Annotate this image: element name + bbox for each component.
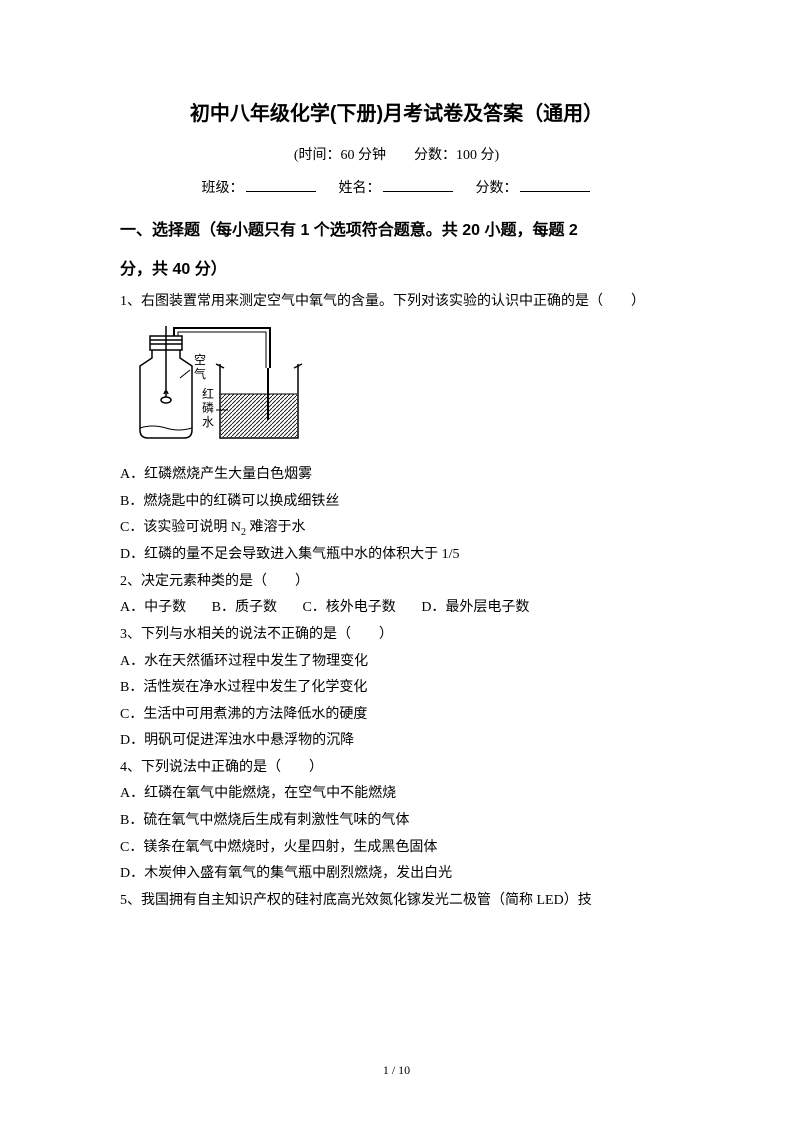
q1-optC-post: 难溶于水 (246, 520, 306, 535)
page-subtitle: (时间：60 分钟 分数：100 分) (120, 143, 673, 170)
q3-optB: B．活性炭在净水过程中发生了化学变化 (120, 675, 673, 702)
q4-optD: D．木炭伸入盛有氧气的集气瓶中剧烈燃烧，发出白光 (120, 861, 673, 888)
q4-optB: B．硫在氧气中燃烧后生成有刺激性气味的气体 (120, 808, 673, 835)
q2-optC: C．核外电子数 (302, 595, 395, 622)
q4-optA: A．红磷在氧气中能燃烧，在空气中不能燃烧 (120, 781, 673, 808)
question-5-stem: 5、我国拥有自主知识产权的硅衬底高光效氮化镓发光二极管（简称 LED）技 (120, 888, 673, 915)
q3-optC: C．生活中可用煮沸的方法降低水的硬度 (120, 702, 673, 729)
q1-optC-pre: C．该实验可说明 N (120, 520, 241, 535)
student-info-line: 班级： 姓名： 分数： (120, 176, 673, 203)
q2-optD: D．最外层电子数 (421, 595, 529, 622)
water-label-1: 红 (202, 386, 214, 401)
page-footer: 1 / 10 (0, 1059, 793, 1082)
question-3-stem: 3、下列与水相关的说法不正确的是（ ） (120, 622, 673, 649)
exam-page: 初中八年级化学(下册)月考试卷及答案（通用） (时间：60 分钟 分数：100 … (0, 0, 793, 1122)
question-4-stem: 4、下列说法中正确的是（ ） (120, 755, 673, 782)
class-label: 班级： (202, 181, 244, 196)
water-label-3: 水 (202, 415, 214, 429)
q1-optD: D．红磷的量不足会导致进入集气瓶中水的体积大于 1/5 (120, 542, 673, 569)
q3-optA: A．水在天然循环过程中发生了物理变化 (120, 649, 673, 676)
q2-options: A．中子数 B．质子数 C．核外电子数 D．最外层电子数 (120, 595, 673, 622)
apparatus-diagram: 空 气 红 磷 水 (120, 320, 673, 461)
page-title: 初中八年级化学(下册)月考试卷及答案（通用） (120, 95, 673, 133)
q2-optB: B．质子数 (212, 595, 277, 622)
q1-optA: A．红磷燃烧产生大量白色烟雾 (120, 462, 673, 489)
water-label-2: 磷 (202, 400, 214, 415)
name-label: 姓名： (339, 181, 381, 196)
svg-text:气: 气 (194, 366, 206, 381)
q4-optC: C．镁条在氧气中燃烧时，火星四射，生成黑色固体 (120, 835, 673, 862)
section-1-heading: 一、选择题（每小题只有 1 个选项符合题意。共 20 小题，每题 2 分，共 4… (120, 212, 673, 289)
q1-optB: B．燃烧匙中的红磷可以换成细铁丝 (120, 489, 673, 516)
section-1-head-l1: 一、选择题（每小题只有 1 个选项符合题意。共 20 小题，每题 2 (120, 212, 673, 250)
score-blank (520, 177, 590, 192)
q2-optA: A．中子数 (120, 595, 186, 622)
class-blank (246, 177, 316, 192)
name-blank (383, 177, 453, 192)
question-2-stem: 2、决定元素种类的是（ ） (120, 569, 673, 596)
q3-optD: D．明矾可促进浑浊水中悬浮物的沉降 (120, 728, 673, 755)
section-1-head-l2: 分，共 40 分） (120, 251, 673, 289)
air-label: 空 (194, 353, 206, 367)
score-label: 分数： (476, 181, 518, 196)
question-1-stem: 1、右图装置常用来测定空气中氧气的含量。下列对该实验的认识中正确的是（ ） (120, 289, 673, 316)
q1-optC: C．该实验可说明 N2 难溶于水 (120, 515, 673, 542)
